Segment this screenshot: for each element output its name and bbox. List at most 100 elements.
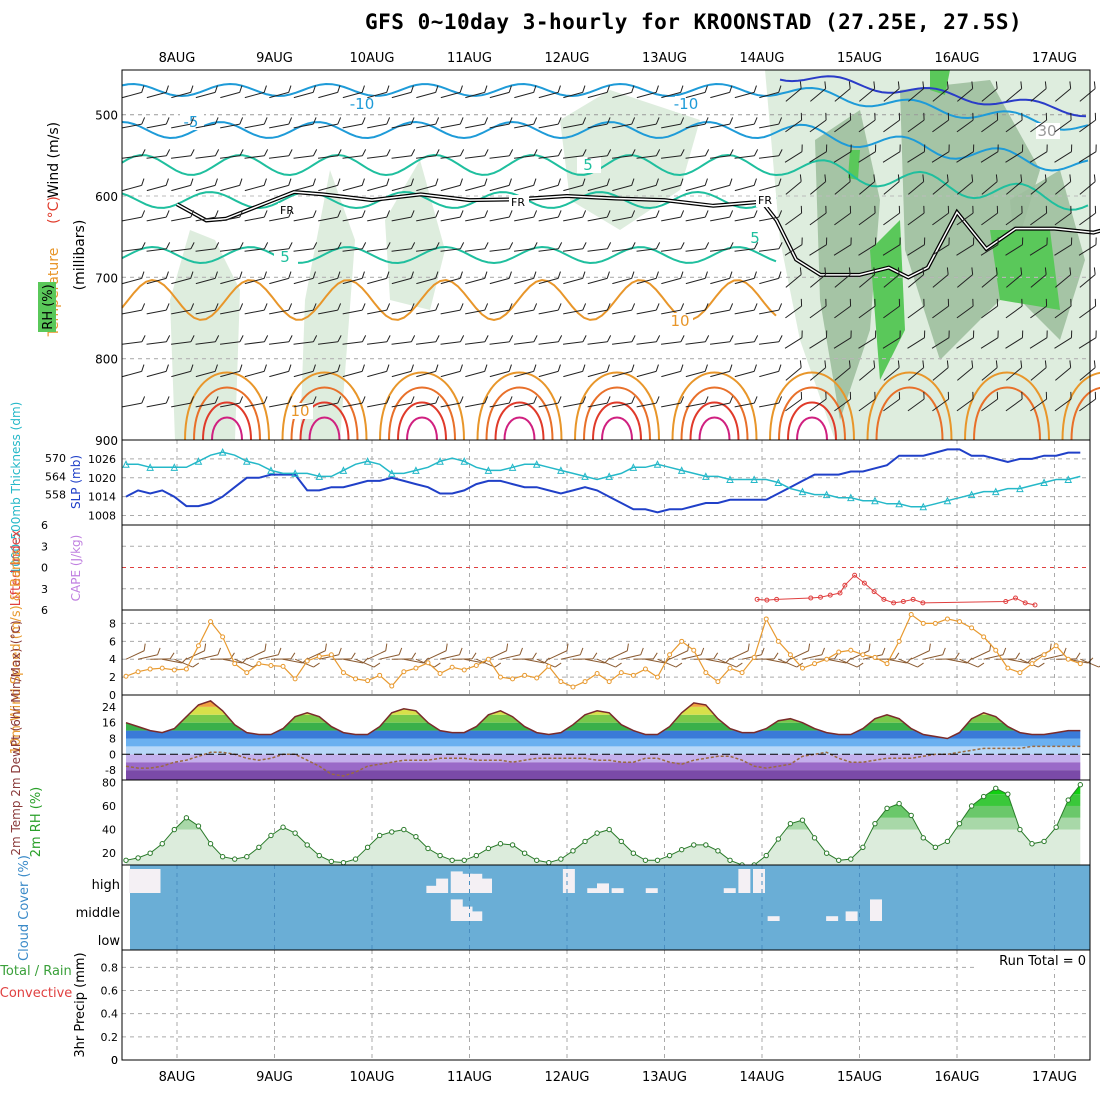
barb-flag: [239, 335, 244, 343]
wind-barb: [293, 396, 317, 408]
wind-barb: [146, 335, 171, 345]
wind-barb: [1055, 174, 1072, 195]
wind-barb: [907, 237, 926, 256]
barb-flag: [800, 205, 803, 214]
barb-flag: [606, 335, 612, 343]
warm-dome: [308, 416, 341, 441]
barb-flag: [508, 335, 514, 343]
warm-dome: [193, 386, 261, 441]
barb-flag: [946, 174, 949, 182]
barb-flag: [533, 271, 537, 279]
barb-flag: [729, 303, 734, 311]
barb-flag: [946, 267, 949, 275]
barb-flag: [239, 117, 244, 125]
barb-shaft: [258, 654, 279, 660]
wind10m-barb: [500, 647, 523, 660]
wind10m-point: [208, 619, 214, 625]
barb-flag: [141, 271, 145, 279]
wind-barb: [465, 303, 489, 315]
rh2m-point: [159, 841, 165, 847]
barb-shaft: [293, 277, 314, 285]
wind-barb: [416, 210, 440, 222]
cloud-high-bar: [562, 869, 575, 893]
barb-shaft: [587, 248, 608, 252]
wind10m-point: [365, 678, 371, 684]
y-tick: 40: [102, 824, 116, 837]
barb-flag: [411, 652, 417, 660]
barb-flag: [459, 396, 464, 404]
barb-flag: [655, 242, 661, 250]
barb-shaft: [759, 155, 779, 159]
fr-label-bg: [509, 195, 529, 209]
barb-flag: [386, 396, 391, 404]
rh2m-point: [1029, 841, 1035, 847]
barb-shaft: [563, 248, 583, 252]
barb-shaft: [981, 181, 998, 195]
barb-flag: [239, 178, 243, 186]
barb-flag: [845, 657, 852, 664]
wind-barb: [416, 149, 440, 159]
wind-barb: [858, 112, 876, 133]
wind-barb: [908, 81, 925, 102]
wind10m-point: [1053, 643, 1059, 649]
wind-barb: [883, 391, 901, 412]
wind-barb: [367, 303, 391, 315]
wind-barb: [514, 178, 537, 192]
barb-shaft: [587, 402, 608, 408]
barb-flag: [386, 117, 391, 125]
barb-shaft: [514, 184, 534, 192]
wind-barb: [244, 396, 268, 408]
barb-shaft: [759, 216, 779, 222]
barb-flag: [582, 303, 587, 311]
barb-flag: [288, 335, 293, 343]
barb-flag: [1070, 391, 1072, 400]
wind-barb: [293, 271, 316, 285]
rh2m-point: [195, 823, 202, 829]
barb-shaft: [956, 119, 974, 133]
barb-shaft: [981, 305, 998, 319]
wind10m-barb: [476, 658, 502, 668]
lifted-index-point: [774, 596, 780, 602]
wind-barb: [956, 205, 974, 226]
barb-flag: [566, 643, 569, 651]
wind10m-point: [787, 652, 793, 658]
barb-shaft: [636, 155, 657, 159]
barb-flag: [165, 303, 170, 311]
cloud-high-bar: [129, 869, 141, 893]
barb-flag: [435, 210, 440, 218]
barb-shaft: [306, 650, 326, 660]
barb-flag: [1044, 174, 1047, 182]
barb-shaft: [587, 370, 608, 378]
barb-shaft: [220, 216, 240, 222]
wind-barb: [367, 364, 390, 378]
cloud-high-bar: [436, 878, 449, 893]
barb-shaft: [220, 370, 240, 378]
barb-flag: [338, 647, 342, 655]
barb-flag: [533, 178, 537, 186]
wind10m-barb: [754, 652, 779, 660]
wind-barb: [834, 81, 851, 102]
wind-barb: [391, 85, 414, 99]
date-label-top: 15AUG: [837, 51, 882, 66]
barb-shaft: [809, 398, 827, 412]
wind-barb: [661, 396, 685, 408]
barb-flag: [923, 205, 925, 214]
barb-shaft: [759, 184, 779, 192]
barb-flag: [508, 303, 513, 311]
wind-barb: [514, 149, 538, 159]
barb-flag: [214, 396, 219, 404]
rh-band: [126, 829, 1081, 865]
barb-flag: [484, 85, 488, 93]
barb-flag: [190, 364, 194, 372]
barb-flag: [874, 237, 877, 245]
slp-axis-label: SLP (mb): [69, 455, 83, 509]
thickness-point: [557, 466, 565, 474]
wind-barb: [759, 149, 783, 159]
wind10m-barb: [681, 647, 705, 660]
wind-barb: [195, 210, 219, 222]
lifted-index-point: [900, 599, 906, 604]
barb-flag: [778, 303, 783, 311]
wind10m-point: [1005, 665, 1011, 671]
wind-barb: [269, 303, 293, 315]
contour-label-bg: [577, 157, 601, 173]
